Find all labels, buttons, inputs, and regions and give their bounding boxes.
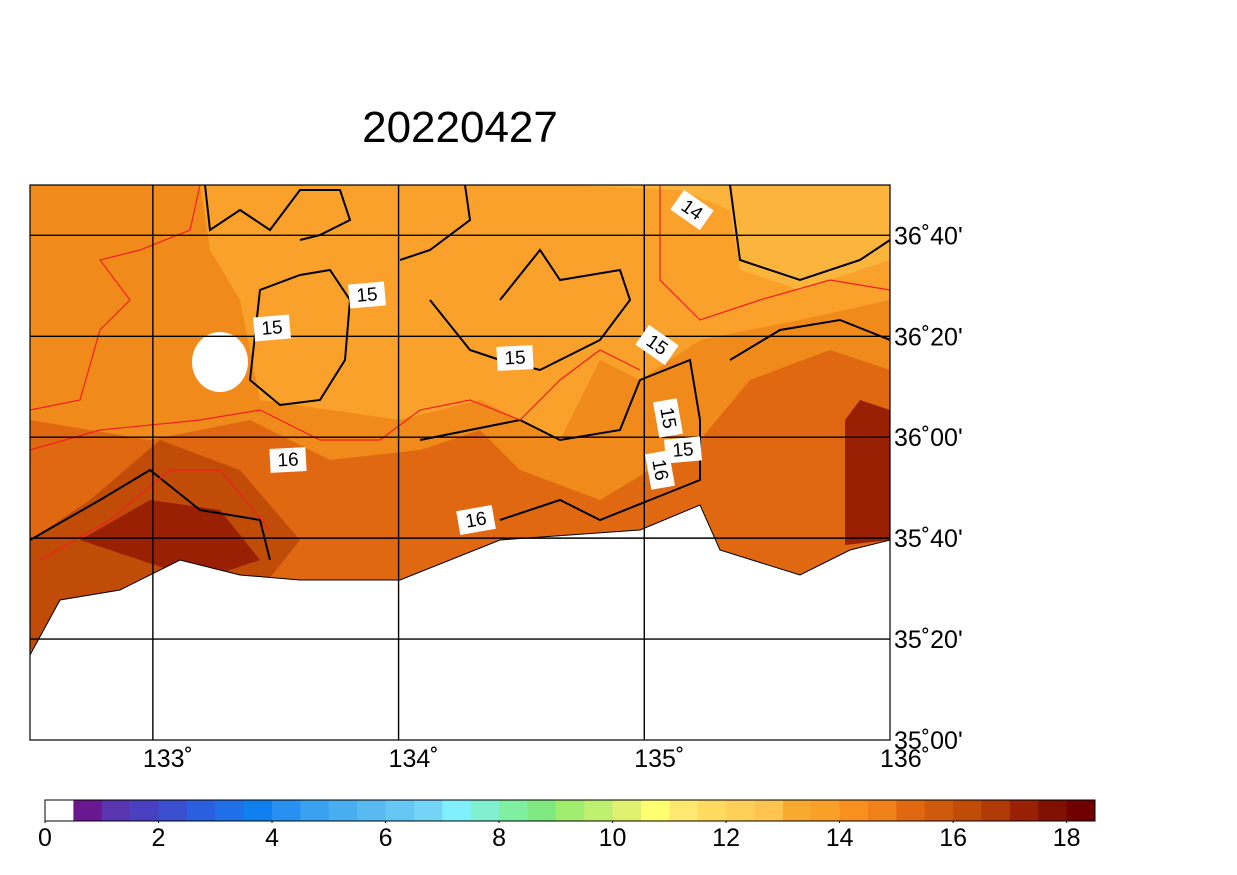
- colorbar-box: [215, 800, 244, 821]
- contour-label-box: [348, 281, 386, 309]
- colorbar-tick-label: 2: [152, 824, 166, 852]
- field-region: [80, 500, 260, 580]
- colorbar-tick-label: 8: [492, 824, 506, 852]
- colorbar-box: [1009, 800, 1039, 821]
- colorbar-box: [867, 800, 897, 821]
- contour-label: 16: [269, 447, 307, 473]
- colorbar-box: [527, 800, 557, 821]
- y-tick-label: 36˚20': [894, 323, 963, 351]
- contour-label-box: [269, 447, 307, 473]
- colorbar-box: [896, 800, 926, 821]
- contour-label-box: [635, 324, 679, 366]
- colorbar-box: [953, 800, 982, 821]
- colorbar-box: [726, 800, 755, 821]
- colorbar-box: [385, 800, 415, 821]
- colorbar-box: [272, 800, 301, 821]
- colorbar-tick-label: 6: [379, 824, 393, 852]
- contour-label-text: 15: [261, 317, 284, 340]
- x-tick-label: 133˚: [143, 745, 193, 773]
- colorbar-box: [584, 800, 613, 821]
- contour-label-text: 16: [277, 449, 299, 471]
- field-region: [30, 185, 890, 440]
- colorbar-box: [186, 800, 216, 821]
- y-tick-label: 35˚40': [894, 525, 963, 553]
- contour-label: 15: [653, 398, 683, 438]
- x-tick-label: 135˚: [634, 745, 684, 773]
- colorbar-tick-label: 18: [1053, 824, 1081, 852]
- contour-label: 15: [496, 345, 534, 371]
- colorbar-box: [300, 800, 330, 821]
- colorbar-box: [1066, 800, 1096, 821]
- gap: [192, 332, 248, 392]
- title: 20220427: [362, 103, 558, 152]
- contour-label-box: [670, 189, 714, 231]
- colorbar-box: [243, 800, 273, 821]
- colorbar-box: [470, 800, 500, 821]
- contour-label-text: 16: [464, 508, 488, 532]
- colorbar-box: [499, 800, 528, 821]
- y-tick-label: 35˚20': [894, 626, 963, 654]
- colorbar-box: [357, 800, 386, 821]
- contour-label: 15: [253, 314, 291, 342]
- colorbar-box: [73, 800, 103, 821]
- colorbar-tick-label: 10: [599, 824, 627, 852]
- colorbar-tick-label: 12: [712, 824, 740, 852]
- colorbar-box: [981, 800, 1011, 821]
- contour-label-text: 16: [647, 458, 671, 482]
- contours: [30, 185, 890, 561]
- colorbar-tick-label: 14: [826, 824, 854, 852]
- map-frame: [29, 184, 891, 741]
- colorbar-box: [811, 800, 840, 821]
- contour-label: 16: [456, 505, 496, 535]
- colorbar-box: [924, 800, 954, 821]
- contour-label-text: 15: [356, 284, 379, 307]
- colorbar-tick-label: 4: [265, 824, 279, 852]
- colorbar-tick-label: 16: [939, 824, 967, 852]
- colorbar-box: [640, 800, 670, 821]
- contour-label-text: 15: [655, 406, 679, 430]
- colorbar-box: [555, 800, 585, 821]
- contour-label-box: [456, 505, 496, 535]
- sea: [30, 504, 890, 740]
- contour-label-box: [653, 398, 683, 438]
- colorbar-box: [612, 800, 642, 821]
- x-tick-label: 136˚: [880, 745, 930, 773]
- colorbar-box: [45, 800, 74, 821]
- colorbar-box: [1038, 800, 1067, 821]
- contour-label-box: [253, 314, 291, 342]
- contour-label: 15: [348, 281, 386, 309]
- colorbar-box: [158, 800, 188, 821]
- colorbar-tick-label: 0: [38, 824, 52, 852]
- colorbar-box: [130, 800, 159, 821]
- colorbar-frame: [44, 799, 1096, 822]
- x-tick-label: 134˚: [389, 745, 439, 773]
- y-tick-label: 36˚40': [894, 222, 963, 250]
- colorbar-box: [413, 800, 443, 821]
- y-tick-label: 35˚00': [894, 727, 963, 755]
- contour-label-text: 15: [504, 347, 526, 369]
- colorbar-box: [782, 800, 812, 821]
- y-tick-label: 36˚00': [894, 424, 963, 452]
- contour-label-box: [645, 450, 675, 490]
- colorbar-box: [697, 800, 727, 821]
- colorbar-box: [328, 800, 358, 821]
- contour-label-box: [496, 345, 534, 371]
- colorbar-box: [442, 800, 471, 821]
- contour-label-box: [664, 436, 702, 464]
- colorbar-box: [669, 800, 699, 821]
- colorbar-box: [754, 800, 784, 821]
- field: [30, 185, 890, 740]
- field-region: [560, 185, 890, 290]
- contour-label-text: 15: [672, 439, 695, 462]
- contour-label: 15: [664, 436, 702, 464]
- graticule: [30, 185, 890, 740]
- field-region: [845, 400, 890, 545]
- colorbar-box: [839, 800, 869, 821]
- contour-label: 16: [645, 450, 675, 490]
- colorbar-box: [101, 800, 131, 821]
